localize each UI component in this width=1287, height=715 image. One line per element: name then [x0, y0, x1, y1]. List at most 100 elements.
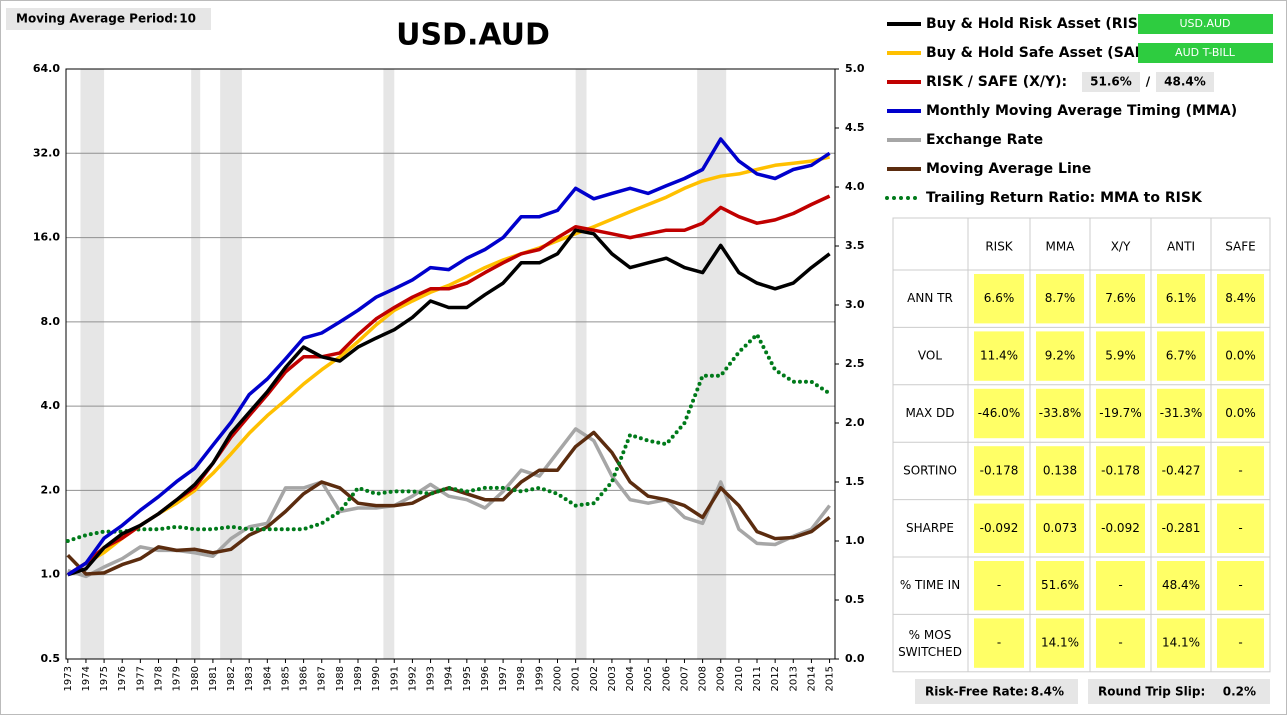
- series-line: [66, 137, 831, 577]
- x-tick-label: 1991: [389, 666, 400, 691]
- footer-value: 8.4%: [1031, 685, 1064, 699]
- table-cell: [1036, 618, 1084, 668]
- table-cell: [1157, 446, 1205, 496]
- legend-tag-box: [1156, 72, 1214, 92]
- table-cell: [1217, 388, 1264, 439]
- legend-tag: AUD T-BILL: [1175, 46, 1236, 59]
- table-value: 8.4%: [1225, 291, 1256, 305]
- chart-title: USD.AUD: [396, 18, 550, 53]
- table-value: -0.092: [980, 521, 1019, 535]
- y2-tick-label: 1.5: [845, 475, 865, 488]
- series-line: [65, 332, 832, 543]
- x-tick-label: 1998: [516, 666, 527, 691]
- table-cell: [1157, 561, 1205, 611]
- x-tick-label: 2011: [752, 666, 763, 691]
- table-value: -0.092: [1101, 521, 1140, 535]
- table-value: 6.6%: [984, 291, 1015, 305]
- series-line: [66, 155, 830, 577]
- x-tick-label: 2015: [825, 666, 836, 691]
- x-tick-label: 1988: [335, 666, 346, 691]
- table-cell: [1096, 274, 1145, 324]
- x-tick-label: 2009: [716, 666, 727, 691]
- x-tick-label: 1992: [407, 666, 418, 691]
- x-tick-label: 1984: [262, 666, 273, 691]
- table-cell: [974, 618, 1024, 668]
- y-tick-label: 4.0: [41, 399, 61, 412]
- table-cell: [1157, 618, 1205, 668]
- table-cell: [1157, 388, 1205, 439]
- table-value: 8.7%: [1045, 291, 1076, 305]
- table-value: 7.6%: [1105, 291, 1136, 305]
- table-value: 0.138: [1043, 463, 1077, 477]
- table-cell: [1217, 446, 1264, 496]
- x-tick-label: 2007: [679, 666, 690, 691]
- y-tick-label: 32.0: [33, 146, 60, 159]
- table-value: 6.7%: [1166, 349, 1197, 363]
- table-header: MMA: [1046, 240, 1076, 254]
- x-tick-label: 1983: [244, 666, 255, 691]
- table-value: -0.427: [1162, 463, 1201, 477]
- table-header: X/Y: [1111, 240, 1131, 254]
- footer-box: [1088, 679, 1270, 704]
- table-cell: [1096, 331, 1145, 381]
- y2-tick-label: 4.0: [845, 180, 865, 193]
- x-tick-label: 1978: [153, 666, 164, 691]
- y-tick-label: 16.0: [33, 231, 60, 244]
- footer-box: [915, 679, 1078, 704]
- x-tick-label: 1993: [426, 666, 437, 691]
- x-tick-label: 2000: [553, 666, 564, 691]
- table-cell: [1096, 561, 1145, 611]
- table-value: -: [1238, 521, 1242, 535]
- x-tick-label: 1987: [317, 666, 328, 691]
- x-tick-label: 1989: [353, 666, 364, 691]
- table-value: -0.281: [1162, 521, 1201, 535]
- y-tick-label: 1.0: [41, 568, 61, 581]
- x-tick-label: 2013: [788, 666, 799, 691]
- x-tick-label: 1997: [498, 666, 509, 691]
- footer-value: 0.2%: [1223, 685, 1256, 699]
- legend-label: Buy & Hold Safe Asset (SAFE):: [926, 45, 1166, 61]
- legend-tag: /: [1146, 75, 1151, 89]
- row-label: % MOS SWITCHED: [898, 628, 962, 659]
- x-tick-label: 1981: [208, 666, 219, 691]
- shaded-period: [191, 69, 201, 659]
- legend-label: Monthly Moving Average Timing (MMA): [926, 103, 1237, 119]
- legend-tag-box: [1138, 14, 1273, 34]
- legend-tag-box: [1082, 72, 1140, 92]
- table-value: 14.1%: [1041, 636, 1079, 650]
- settings-value: 10: [179, 12, 196, 26]
- table-cell: [1036, 446, 1084, 496]
- table-value: -: [1118, 636, 1122, 650]
- legend-tag-box: [1138, 43, 1273, 63]
- x-tick-label: 1974: [81, 666, 92, 691]
- footer-label: Round Trip Slip:: [1098, 685, 1205, 699]
- y-tick-label: 2.0: [41, 483, 61, 496]
- y2-tick-label: 0.5: [845, 593, 865, 606]
- shaded-period: [80, 69, 105, 659]
- table-cell: [1157, 331, 1205, 381]
- x-tick-label: 1996: [480, 666, 491, 691]
- row-label: SORTINO: [903, 463, 957, 477]
- y-tick-label: 64.0: [33, 62, 60, 75]
- x-tick-label: 1986: [299, 666, 310, 691]
- y-tick-label: 0.5: [41, 652, 61, 665]
- y2-tick-label: 2.0: [845, 416, 865, 429]
- shaded-period: [383, 69, 395, 659]
- table-cell: [1036, 331, 1084, 381]
- x-tick-label: 1975: [99, 666, 110, 691]
- table-cell: [974, 446, 1024, 496]
- y2-tick-label: 3.0: [845, 298, 865, 311]
- table-cell: [974, 331, 1024, 381]
- table-value: -0.178: [1101, 463, 1140, 477]
- table-value: -19.7%: [1099, 406, 1141, 420]
- table-cell: [1217, 274, 1264, 324]
- table-value: -33.8%: [1039, 406, 1081, 420]
- x-tick-label: 1985: [280, 666, 291, 691]
- table-value: -31.3%: [1160, 406, 1202, 420]
- table-cell: [1096, 388, 1145, 439]
- table-cell: [974, 503, 1024, 553]
- table-cell: [1157, 503, 1205, 553]
- y2-tick-label: 5.0: [845, 62, 865, 75]
- legend-label: Exchange Rate: [926, 132, 1043, 148]
- row-label: VOL: [918, 349, 942, 363]
